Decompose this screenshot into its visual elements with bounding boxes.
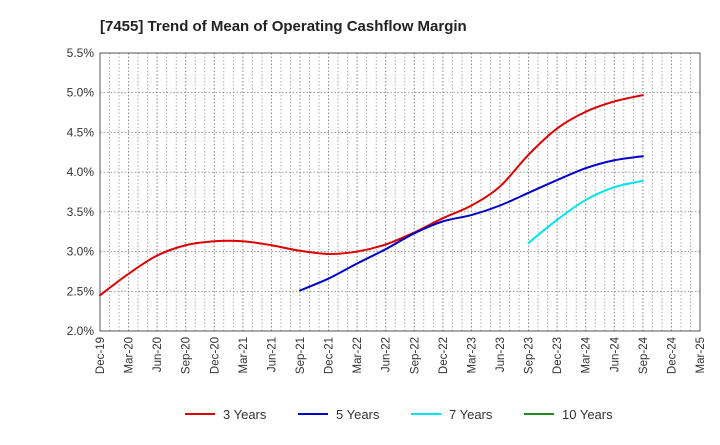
legend-label-3-years: 3 Years	[223, 407, 267, 422]
y-tick-label: 5.5%	[67, 46, 95, 60]
x-tick-label: Dec-22	[438, 337, 450, 374]
x-tick-label: Jun-23	[495, 337, 507, 372]
y-tick-label: 4.5%	[67, 125, 95, 139]
legend-label-7-years: 7 Years	[449, 407, 493, 422]
x-tick-label: Mar-21	[238, 337, 250, 373]
x-tick-label: Sep-23	[524, 337, 536, 374]
y-tick-label: 3.0%	[67, 245, 95, 259]
x-tick-label: Mar-20	[124, 337, 136, 373]
legend-label-10-years: 10 Years	[562, 407, 613, 422]
y-axis: 2.0% 2.5% 3.0% 3.5% 4.0% 4.5% 5.0% 5.5%	[67, 46, 95, 338]
x-tick-label: Sep-24	[638, 336, 650, 374]
x-axis: Dec-19 Mar-20 Jun-20 Sep-20 Dec-20 Mar-21 Jun-…	[95, 336, 707, 374]
series-line-7-years	[527, 179, 644, 244]
y-tick-label: 4.0%	[67, 165, 95, 179]
legend: 3 Years 5 Years 7 Years 10 Years	[185, 407, 613, 422]
plot-area	[99, 52, 701, 332]
y-tick-label: 2.5%	[67, 284, 95, 298]
series-lines	[99, 94, 644, 297]
x-tick-label: Dec-20	[209, 337, 221, 374]
chart-title: [7455] Trend of Mean of Operating Cashfl…	[100, 18, 467, 35]
x-tick-label: Dec-19	[95, 337, 107, 374]
y-tick-label: 3.5%	[67, 205, 95, 219]
series-line-5-years	[299, 155, 644, 292]
y-tick-label: 2.0%	[67, 324, 95, 338]
x-tick-label: Mar-24	[581, 336, 593, 373]
x-tick-label: Jun-20	[152, 337, 164, 372]
x-tick-label: Mar-22	[352, 337, 364, 373]
x-tick-label: Jun-21	[266, 337, 278, 372]
x-tick-label: Mar-25	[695, 337, 707, 373]
x-tick-label: Sep-20	[181, 337, 193, 374]
x-tick-label: Sep-21	[295, 337, 307, 374]
x-tick-label: Jun-22	[381, 337, 393, 372]
series-line-3-years	[99, 94, 644, 297]
x-tick-label: Mar-23	[466, 337, 478, 373]
x-tick-label: Jun-24	[609, 336, 621, 372]
legend-label-5-years: 5 Years	[336, 407, 380, 422]
x-tick-label: Dec-23	[552, 337, 564, 374]
x-tick-label: Dec-24	[666, 336, 678, 374]
x-tick-label: Dec-21	[324, 337, 336, 374]
y-tick-label: 5.0%	[67, 86, 95, 100]
x-tick-label: Sep-22	[409, 337, 421, 374]
grid-lines	[99, 52, 701, 332]
